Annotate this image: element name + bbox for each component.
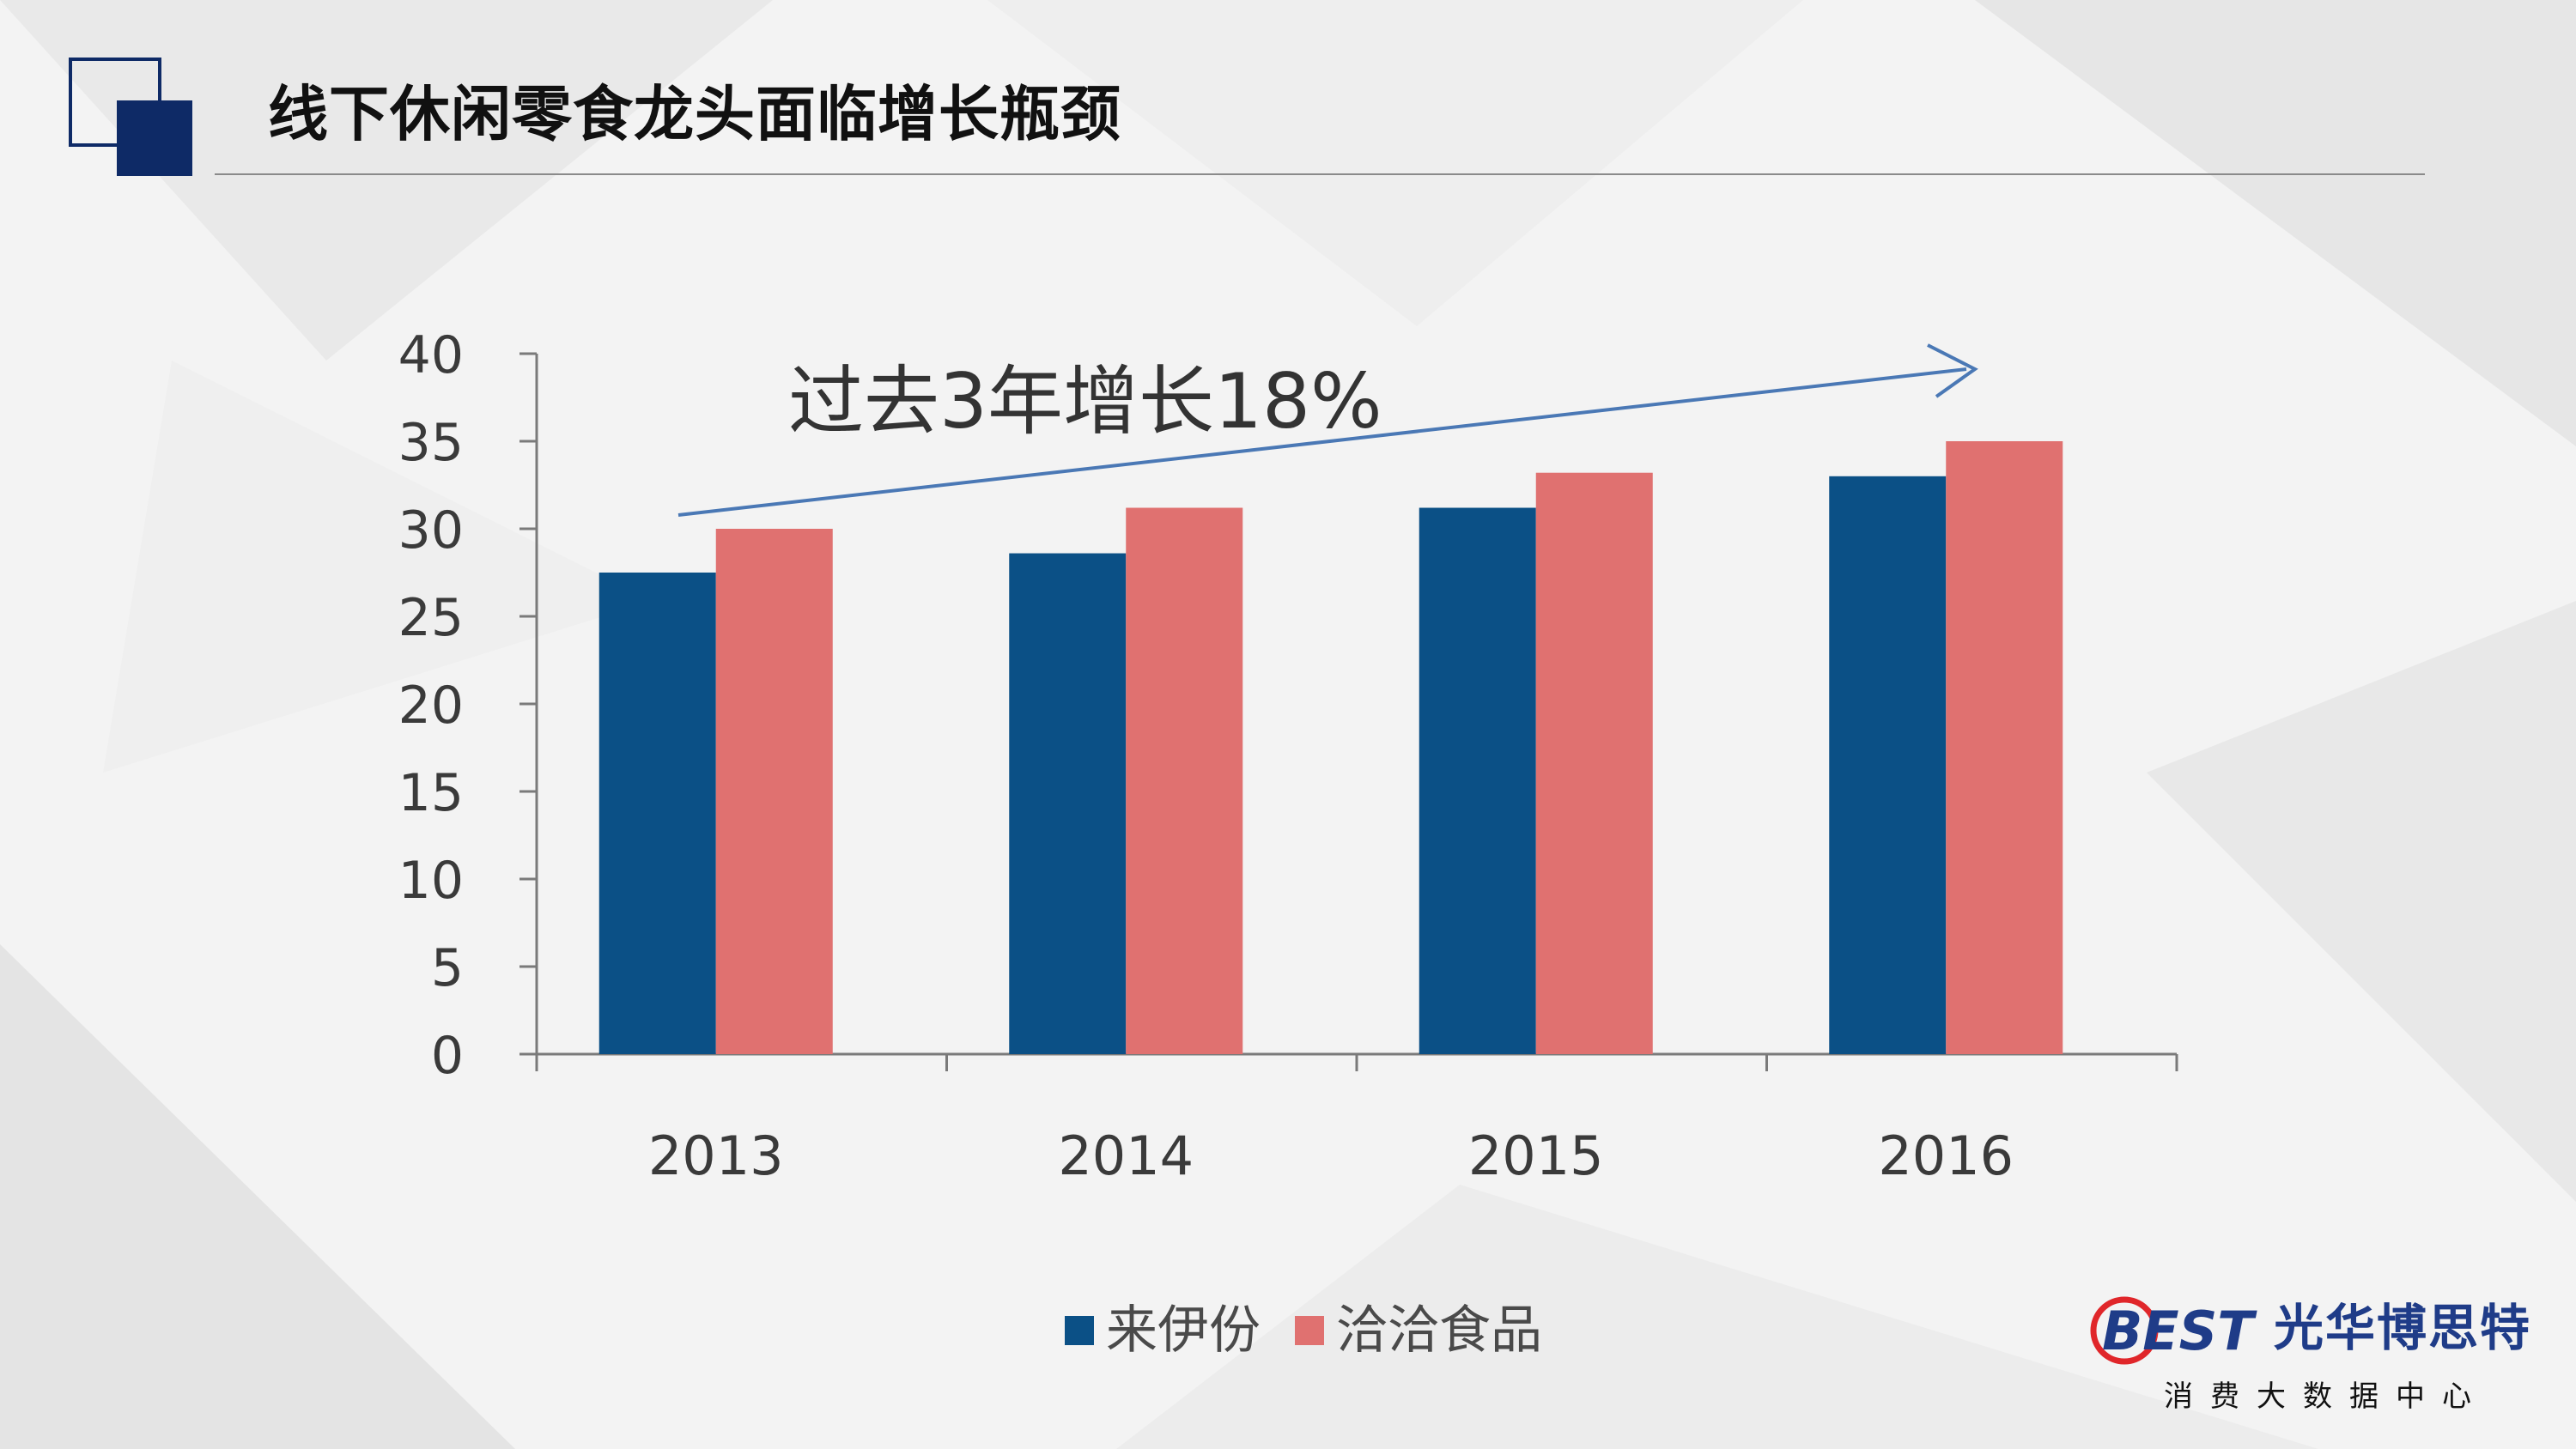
brand-name: 光华博思特 bbox=[2274, 1299, 2532, 1357]
title-divider bbox=[215, 173, 2425, 175]
bar-2013-series-2 bbox=[715, 529, 833, 1054]
legend-label-series-1: 来伊份 bbox=[1106, 1300, 1261, 1361]
growth-arrow-line bbox=[677, 367, 1967, 517]
growth-annotation-label: 过去3年增长18% bbox=[788, 357, 1382, 446]
legend-swatch-series-2 bbox=[1295, 1316, 1324, 1345]
x-tick-label: 2014 bbox=[1058, 1125, 1194, 1187]
page-title: 线下休闲零食龙头面临增长瓶颈 bbox=[268, 79, 1121, 149]
brand-subtitle: 消费大数据中心 bbox=[2164, 1379, 2488, 1414]
y-tick-label: 15 bbox=[398, 763, 464, 823]
y-tick-label: 35 bbox=[398, 413, 464, 473]
y-tick-label: 5 bbox=[431, 938, 464, 998]
bar-2013-series-1 bbox=[598, 573, 716, 1054]
x-tick-label: 2015 bbox=[1468, 1125, 1604, 1187]
brand-logo-text: BEST bbox=[2102, 1300, 2257, 1362]
x-tick-label: 2013 bbox=[648, 1125, 784, 1187]
y-tick-label: 30 bbox=[398, 500, 464, 561]
bar-2016-series-1 bbox=[1829, 476, 1947, 1054]
legend-swatch-series-1 bbox=[1065, 1316, 1094, 1345]
bar-2014-series-2 bbox=[1126, 507, 1243, 1054]
chart-bars bbox=[598, 441, 2063, 1054]
chart-legend: 来伊份 洽洽食品 bbox=[1065, 1305, 1542, 1356]
bar-2015-series-1 bbox=[1419, 507, 1536, 1054]
y-tick-label: 20 bbox=[398, 676, 464, 736]
legend-item-series-2: 洽洽食品 bbox=[1295, 1305, 1542, 1356]
brand-logo-block: BEST 光华博思特 消费大数据中心 bbox=[2087, 1296, 2533, 1425]
y-tick-label: 25 bbox=[398, 588, 464, 648]
bar-2016-series-2 bbox=[1946, 441, 2063, 1054]
growth-arrow-head bbox=[1927, 343, 1978, 398]
y-tick-label: 0 bbox=[431, 1026, 464, 1086]
bar-2014-series-1 bbox=[1009, 553, 1127, 1054]
x-tick-label: 2016 bbox=[1878, 1125, 2014, 1187]
best-logo-icon: BEST bbox=[2090, 1296, 2257, 1365]
chart-annotation-group: 过去3年增长18% bbox=[677, 343, 1978, 517]
title-icon-solid-square bbox=[117, 100, 192, 176]
y-tick-label: 40 bbox=[398, 325, 464, 385]
chart-axes: 0 5 10 15 20 25 30 35 40 2013 2014 2015 2016 bbox=[398, 325, 2178, 1187]
legend-item-series-1: 来伊份 bbox=[1065, 1305, 1261, 1356]
legend-label-series-2: 洽洽食品 bbox=[1336, 1300, 1542, 1361]
bar-2015-series-2 bbox=[1535, 472, 1653, 1054]
y-tick-label: 10 bbox=[398, 851, 464, 911]
